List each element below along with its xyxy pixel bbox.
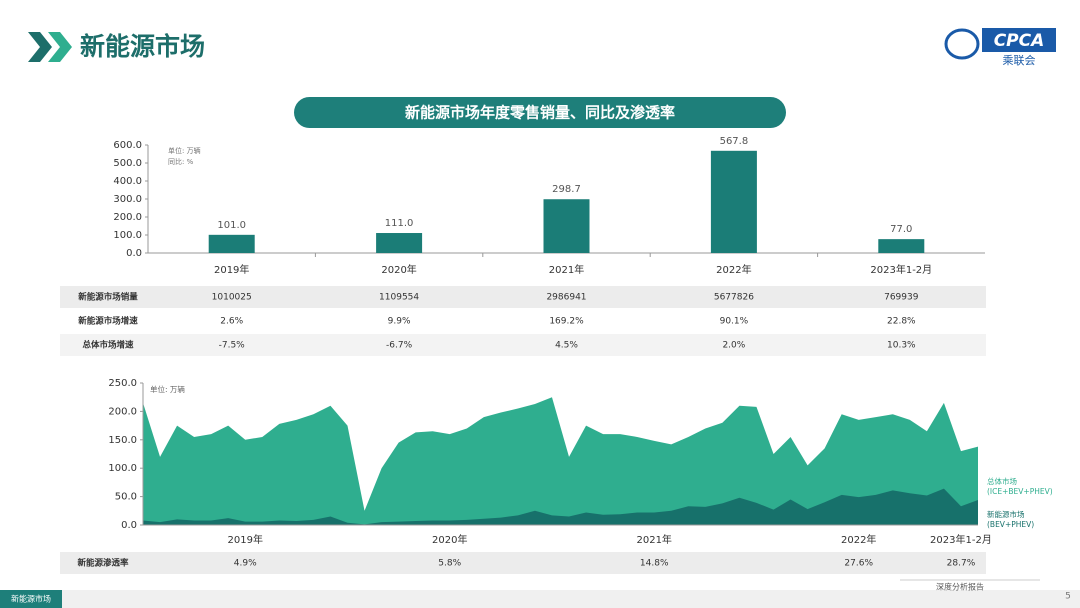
bar: [710, 150, 757, 253]
y-tick-label: 600.0: [113, 140, 142, 151]
chevron: [28, 32, 52, 62]
cell: 14.8%: [640, 559, 669, 569]
data-label: 111.0: [385, 218, 414, 229]
page-number: 5: [1065, 592, 1071, 602]
cell: 90.1%: [720, 317, 749, 327]
row-bg: [60, 334, 986, 356]
footer-tab: [0, 590, 62, 608]
cell: 1010025: [212, 293, 252, 303]
x-tick-label: 2023年1-2月: [870, 263, 932, 276]
cell: 769939: [884, 293, 919, 303]
cell: 2986941: [546, 293, 586, 303]
y-tick-label: 200.0: [108, 406, 137, 417]
data-label: 77.0: [890, 224, 912, 235]
footer-report: 深度分析报告: [936, 582, 984, 592]
data-label: 101.0: [217, 220, 246, 231]
bar: [208, 234, 255, 253]
cell: 1109554: [379, 293, 419, 303]
cell: 2.0%: [722, 341, 745, 351]
bar: [878, 239, 925, 253]
y-tick-label: 0.0: [121, 520, 137, 531]
note: 同比: %: [168, 157, 194, 166]
banner: [294, 97, 786, 128]
logo: CPCA: [994, 31, 1045, 51]
bar: [543, 199, 590, 253]
logo-mark: [944, 28, 980, 60]
y-tick-label: 0.0: [126, 248, 142, 259]
x-tick-label: 2021年: [636, 533, 671, 546]
cell: 28.7%: [947, 559, 976, 569]
y-tick-label: 300.0: [113, 194, 142, 205]
data-label: 298.7: [552, 184, 581, 195]
slide-title: 新能源市场: [80, 32, 205, 61]
chevron: [48, 32, 72, 62]
y-tick-label: 100.0: [108, 463, 137, 474]
cell: 5677826: [714, 293, 754, 303]
cell: -6.7%: [386, 341, 413, 351]
row-bg: [60, 552, 986, 574]
area: [143, 397, 978, 525]
row-label: 新能源渗透率: [77, 558, 129, 569]
row-bg: [60, 286, 986, 308]
banner-text: 新能源市场年度零售销量、同比及渗透率: [405, 104, 675, 122]
y-tick-label: 150.0: [108, 435, 137, 446]
cell: 22.8%: [887, 317, 916, 327]
x-tick-label: 2023年1-2月: [930, 533, 992, 546]
row-label: 新能源市场销量: [78, 292, 138, 303]
note: 单位: 万辆: [168, 146, 201, 155]
y-tick-label: 400.0: [113, 176, 142, 187]
x-tick-label: 2022年: [716, 263, 751, 276]
x-tick-label: 2020年: [432, 533, 467, 546]
bar: [376, 233, 423, 253]
cell: 9.9%: [388, 317, 411, 327]
x-tick-label: 2022年: [841, 533, 876, 546]
x-tick-label: 2021年: [549, 263, 584, 276]
logo-box: [982, 28, 1056, 52]
legend-entry: 新能源市场(BEV+PHEV): [987, 510, 1035, 529]
cell: 4.9%: [234, 559, 257, 569]
x-tick-label: 2020年: [381, 263, 416, 276]
row-label: 总体市场增速: [82, 340, 134, 351]
area: [143, 488, 978, 525]
cell: -7.5%: [219, 341, 246, 351]
cell: 4.5%: [555, 341, 578, 351]
x-tick-label: 2019年: [228, 533, 263, 546]
y-tick-label: 100.0: [113, 230, 142, 241]
note: 单位: 万辆: [150, 384, 185, 394]
y-tick-label: 250.0: [108, 378, 137, 389]
y-tick-label: 200.0: [113, 212, 142, 223]
footer-bar: [0, 590, 1080, 608]
cell: 169.2%: [549, 317, 584, 327]
footer-tab-text: 新能源市场: [11, 594, 51, 604]
logo-sub: 乘联会: [1003, 54, 1036, 67]
cell: 5.8%: [438, 559, 461, 569]
data-label: 567.8: [720, 136, 749, 147]
cell: 10.3%: [887, 341, 916, 351]
x-tick-label: 2019年: [214, 263, 249, 276]
row-label: 新能源市场增速: [78, 316, 138, 327]
y-tick-label: 500.0: [113, 158, 142, 169]
y-tick-label: 50.0: [115, 492, 137, 503]
cell: 2.6%: [220, 317, 243, 327]
legend-entry: 总体市场(ICE+BEV+PHEV): [987, 476, 1053, 496]
cell: 27.6%: [844, 559, 873, 569]
